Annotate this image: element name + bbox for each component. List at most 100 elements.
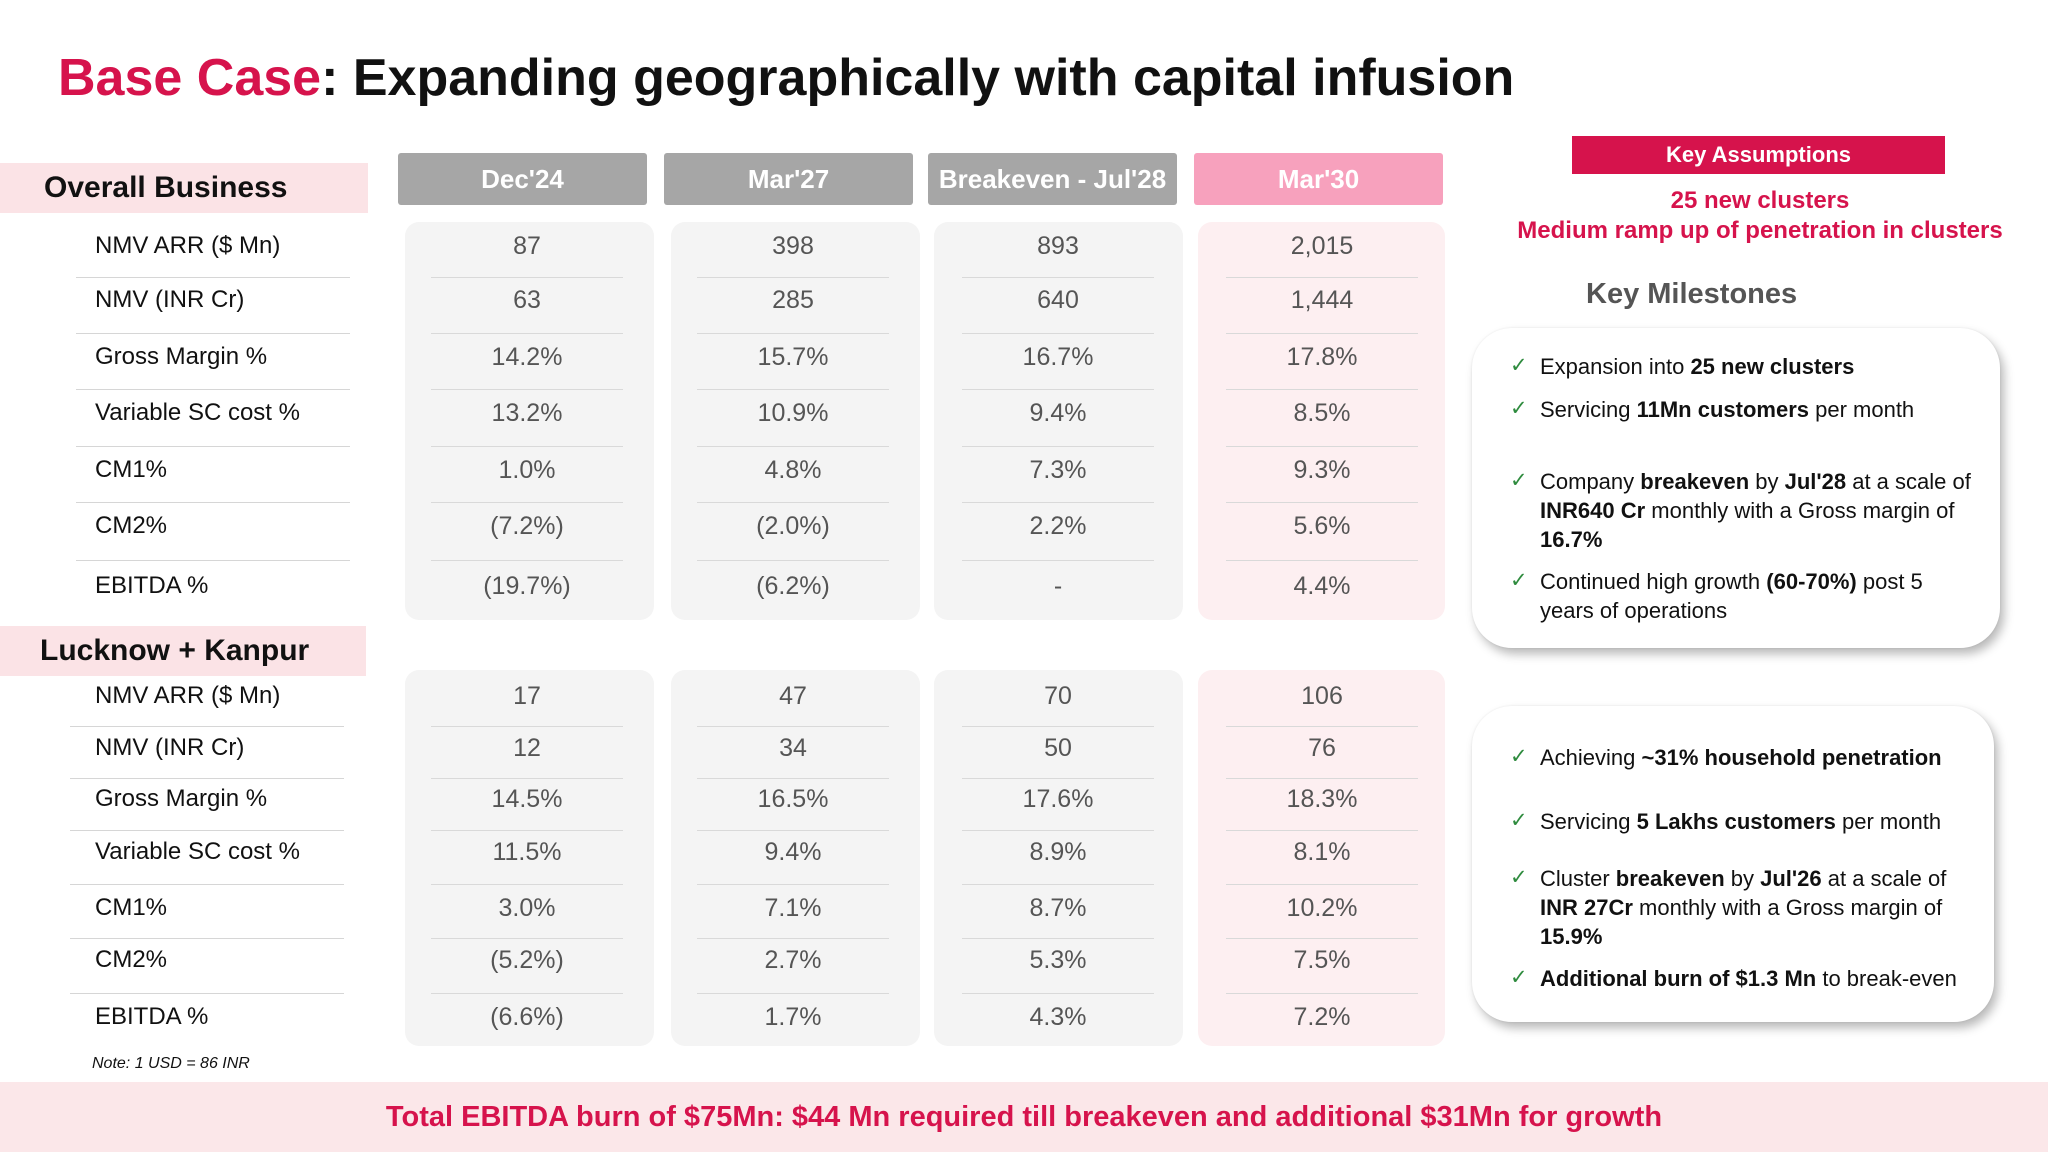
cell-divider bbox=[697, 938, 889, 939]
cell-divider bbox=[1226, 830, 1418, 831]
key-assumptions-label: Key Assumptions bbox=[1572, 136, 1945, 174]
milestone-text: Continued high growth bbox=[1540, 569, 1767, 594]
footer-text: Total EBITDA burn of $75Mn: $44 Mn requi… bbox=[385, 1100, 1663, 1133]
milestone-text: 25 new clusters bbox=[1690, 354, 1855, 379]
table-cell: 2.7% bbox=[764, 946, 822, 974]
row-label: NMV ARR ($ Mn) bbox=[95, 682, 281, 709]
milestone-text: post 5 years of operations bbox=[1540, 569, 1923, 623]
cell-divider bbox=[431, 830, 623, 831]
cell-divider bbox=[697, 502, 889, 503]
milestone-text: by bbox=[1749, 469, 1785, 494]
table-cell: 8.7% bbox=[1029, 894, 1087, 922]
milestone-item: Expansion into 25 new clusters bbox=[1540, 352, 1980, 381]
row-divider bbox=[76, 502, 350, 503]
milestone-item: Servicing 5 Lakhs customers per month bbox=[1540, 807, 1980, 836]
row-divider bbox=[76, 333, 350, 334]
row-divider bbox=[76, 446, 350, 447]
cell-divider bbox=[697, 884, 889, 885]
cell-divider bbox=[1226, 502, 1418, 503]
table-cell: (6.2%) bbox=[756, 572, 830, 600]
cell-divider bbox=[431, 389, 623, 390]
checkmark-icon: ✓ bbox=[1510, 745, 1528, 768]
cell-divider bbox=[431, 778, 623, 779]
table-cell: 11.5% bbox=[492, 838, 562, 866]
checkmark-icon: ✓ bbox=[1510, 966, 1528, 989]
row-divider bbox=[70, 830, 344, 831]
column-panel bbox=[1198, 670, 1445, 1046]
row-label: NMV (INR Cr) bbox=[95, 734, 245, 761]
row-label: NMV (INR Cr) bbox=[95, 286, 245, 313]
table-cell: 10.2% bbox=[1286, 894, 1358, 922]
row-label: CM1% bbox=[95, 456, 168, 483]
cell-divider bbox=[1226, 884, 1418, 885]
cell-divider bbox=[431, 333, 623, 334]
milestone-text: 11Mn customers bbox=[1636, 397, 1809, 422]
row-divider bbox=[70, 938, 344, 939]
table-cell: 9.4% bbox=[764, 838, 822, 866]
checkmark-icon: ✓ bbox=[1510, 809, 1528, 832]
table-cell: 4.3% bbox=[1029, 1003, 1087, 1031]
row-label: CM2% bbox=[95, 946, 168, 973]
column-panel bbox=[1198, 222, 1445, 620]
milestone-text: ~31% household penetration bbox=[1641, 745, 1942, 770]
milestone-text: Servicing bbox=[1540, 809, 1637, 834]
cell-divider bbox=[697, 993, 889, 994]
column-panel bbox=[934, 222, 1183, 620]
table-cell: 1.7% bbox=[764, 1003, 822, 1031]
table-cell: 47 bbox=[779, 682, 807, 710]
table-cell: 8.1% bbox=[1293, 838, 1351, 866]
table-cell: 7.2% bbox=[1293, 1003, 1351, 1031]
milestone-text: Company bbox=[1540, 469, 1641, 494]
column-panel bbox=[405, 670, 654, 1046]
key-milestones-title: Key Milestones bbox=[1586, 278, 1798, 310]
assumption-line-1: 25 new clusters bbox=[1670, 187, 1850, 214]
cell-divider bbox=[697, 830, 889, 831]
milestone-text: Additional burn of $1.3 Mn bbox=[1540, 966, 1817, 991]
cell-divider bbox=[962, 726, 1154, 727]
cell-divider bbox=[431, 884, 623, 885]
column-header: Breakeven - Jul'28 bbox=[928, 153, 1177, 205]
column-panel bbox=[671, 222, 920, 620]
cell-divider bbox=[962, 502, 1154, 503]
cell-divider bbox=[1226, 993, 1418, 994]
cell-divider bbox=[697, 726, 889, 727]
table-cell: 3.0% bbox=[498, 894, 556, 922]
row-divider bbox=[76, 389, 350, 390]
cell-divider bbox=[962, 277, 1154, 278]
cell-divider bbox=[697, 446, 889, 447]
milestone-item: Cluster breakeven by Jul'26 at a scale o… bbox=[1540, 864, 1980, 951]
table-cell: 2.2% bbox=[1029, 512, 1087, 540]
table-cell: 7.1% bbox=[764, 894, 822, 922]
cell-divider bbox=[1226, 446, 1418, 447]
table-cell: 398 bbox=[772, 232, 814, 260]
cell-divider bbox=[431, 446, 623, 447]
cell-divider bbox=[697, 389, 889, 390]
column-header: Dec'24 bbox=[398, 153, 647, 205]
cell-divider bbox=[431, 560, 623, 561]
milestone-text: breakeven bbox=[1640, 469, 1750, 494]
cell-divider bbox=[431, 502, 623, 503]
checkmark-icon: ✓ bbox=[1510, 354, 1528, 377]
table-cell: 7.3% bbox=[1029, 456, 1087, 484]
table-cell: 5.6% bbox=[1293, 512, 1351, 540]
cell-divider bbox=[697, 333, 889, 334]
milestone-text: Cluster bbox=[1540, 866, 1616, 891]
row-divider bbox=[76, 560, 350, 561]
table-cell: 10.9% bbox=[757, 399, 829, 427]
table-cell: 9.4% bbox=[1029, 399, 1087, 427]
table-cell: 16.7% bbox=[1022, 343, 1094, 371]
cell-divider bbox=[1226, 726, 1418, 727]
table-cell: - bbox=[1053, 572, 1063, 600]
milestone-text: at a scale of bbox=[1821, 866, 1947, 891]
column-panel bbox=[405, 222, 654, 620]
milestone-text: to break-even bbox=[1816, 966, 1957, 991]
table-cell: 8.9% bbox=[1029, 838, 1087, 866]
cell-divider bbox=[962, 884, 1154, 885]
row-divider bbox=[76, 277, 350, 278]
row-label: Gross Margin % bbox=[95, 785, 268, 812]
row-label: EBITDA % bbox=[95, 1003, 209, 1030]
page-title-accent: Base Case bbox=[58, 49, 322, 107]
row-label: Gross Margin % bbox=[95, 343, 268, 370]
section-header: Lucknow + Kanpur bbox=[0, 626, 366, 676]
table-cell: 15.7% bbox=[757, 343, 829, 371]
